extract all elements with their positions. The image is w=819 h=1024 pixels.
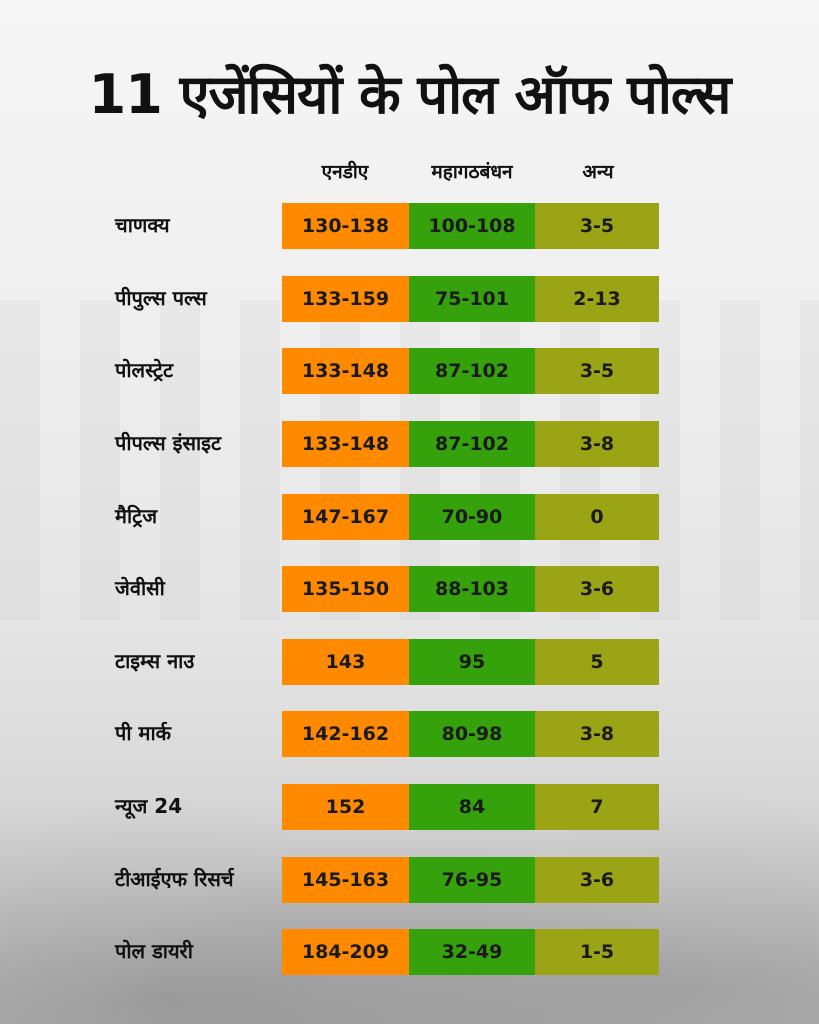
agency-label: पोल डायरी: [115, 939, 193, 963]
cell-others: 3-5: [535, 348, 659, 394]
table-row: टीआईएफ रिसर्च 145-163 76-95 3-6: [0, 857, 819, 903]
table-row: पीपल्स इंसाइट 133-148 87-102 3-8: [0, 421, 819, 467]
cell-mahagathbandhan: 84: [409, 784, 535, 830]
table-row: पी मार्क 142-162 80-98 3-8: [0, 711, 819, 757]
cell-mahagathbandhan: 70-90: [409, 494, 535, 540]
cell-mahagathbandhan: 76-95: [409, 857, 535, 903]
column-header-mahagathbandhan: महागठबंधन: [431, 161, 513, 183]
cell-mahagathbandhan: 87-102: [409, 421, 535, 467]
cell-nda: 152: [282, 784, 409, 830]
cell-mahagathbandhan: 100-108: [409, 203, 535, 249]
cell-nda: 133-148: [282, 421, 409, 467]
agency-label: पोलस्ट्रेट: [115, 358, 174, 382]
table-row: चाणक्य 130-138 100-108 3-5: [0, 203, 819, 249]
table-row: मैट्रिज 147-167 70-90 0: [0, 494, 819, 540]
page-title: 11 एजेंसियों के पोल ऑफ पोल्स: [88, 63, 732, 126]
cell-others: 3-6: [535, 857, 659, 903]
agency-label: पी मार्क: [115, 721, 172, 745]
cell-mahagathbandhan: 88-103: [409, 566, 535, 612]
cell-mahagathbandhan: 80-98: [409, 711, 535, 757]
cell-mahagathbandhan: 95: [409, 639, 535, 685]
cell-mahagathbandhan: 75-101: [409, 276, 535, 322]
cell-nda: 147-167: [282, 494, 409, 540]
cell-mahagathbandhan: 87-102: [409, 348, 535, 394]
column-header-others: अन्य: [582, 161, 614, 183]
cell-nda: 135-150: [282, 566, 409, 612]
agency-label: चाणक्य: [115, 213, 170, 237]
agency-label: टाइम्स नाउ: [115, 649, 195, 673]
cell-mahagathbandhan: 32-49: [409, 929, 535, 975]
agency-label: जेवीसी: [115, 576, 165, 600]
cell-others: 0: [535, 494, 659, 540]
agency-label: पीपुल्स पल्स: [115, 286, 207, 310]
agency-label: मैट्रिज: [115, 504, 158, 528]
cell-others: 1-5: [535, 929, 659, 975]
cell-nda: 133-159: [282, 276, 409, 322]
table-row: जेवीसी 135-150 88-103 3-6: [0, 566, 819, 612]
cell-others: 5: [535, 639, 659, 685]
column-header-nda: एनडीए: [321, 161, 369, 183]
cell-nda: 184-209: [282, 929, 409, 975]
cell-others: 2-13: [535, 276, 659, 322]
cell-nda: 130-138: [282, 203, 409, 249]
table-row: टाइम्स नाउ 143 95 5: [0, 639, 819, 685]
cell-nda: 143: [282, 639, 409, 685]
agency-label: टीआईएफ रिसर्च: [115, 867, 234, 891]
cell-others: 7: [535, 784, 659, 830]
cell-others: 3-8: [535, 711, 659, 757]
table-row: पीपुल्स पल्स 133-159 75-101 2-13: [0, 276, 819, 322]
cell-others: 3-6: [535, 566, 659, 612]
agency-label: पीपल्स इंसाइट: [115, 431, 222, 455]
table-row: न्यूज 24 152 84 7: [0, 784, 819, 830]
agency-label: न्यूज 24: [115, 794, 183, 818]
cell-nda: 145-163: [282, 857, 409, 903]
cell-others: 3-8: [535, 421, 659, 467]
table-row: पोलस्ट्रेट 133-148 87-102 3-5: [0, 348, 819, 394]
cell-nda: 142-162: [282, 711, 409, 757]
cell-nda: 133-148: [282, 348, 409, 394]
cell-others: 3-5: [535, 203, 659, 249]
table-row: पोल डायरी 184-209 32-49 1-5: [0, 929, 819, 975]
